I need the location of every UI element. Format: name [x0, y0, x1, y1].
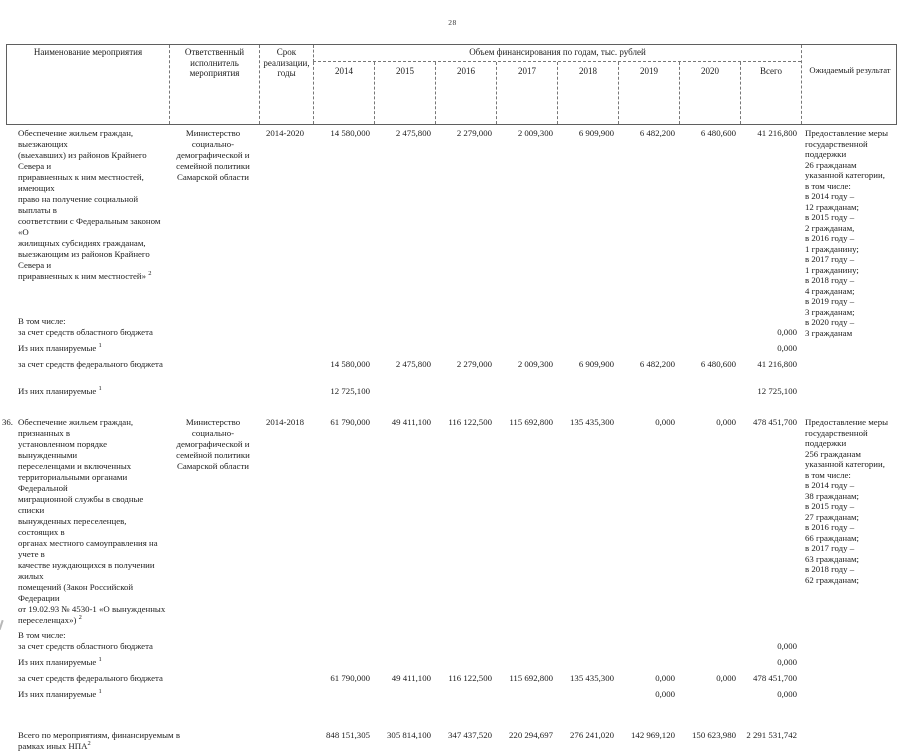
footnote-marker: 2 [87, 740, 91, 748]
subrow-label-regional-budget: В том числе: за счет средств областного … [18, 316, 153, 337]
subrow-value-2016: 2 279,000 [456, 359, 492, 369]
subrow-value-total: 0,000 [777, 343, 797, 353]
total-value-2015: 305 814,100 [387, 730, 431, 740]
value-2017: 2 009,300 [517, 128, 553, 138]
header-year-2018: 2018 [557, 62, 618, 124]
header-col-financing: Объем финансирования по годам, тыс. рубл… [313, 45, 801, 62]
value-total: 41 216,800 [757, 128, 797, 138]
subrow-value-2014: 61 790,000 [330, 673, 370, 683]
period: 2014-2018 [265, 417, 305, 427]
subrow-value-total: 0,000 [777, 689, 797, 699]
subrow-value-2019: 6 482,200 [639, 359, 675, 369]
total-value-2017: 220 294,697 [509, 730, 553, 740]
row-number: 36. [2, 417, 13, 427]
header-col-executor: Ответственный исполнитель мероприятия [169, 45, 259, 124]
footnote-marker: 1 [98, 385, 102, 393]
expected-result: Предоставление меры государственной подд… [805, 128, 889, 338]
total-value-2016: 347 437,520 [448, 730, 492, 740]
subrow-value-2017: 115 692,800 [509, 673, 553, 683]
expected-result: Предоставление меры государственной подд… [805, 417, 889, 585]
total-value-2014: 848 151,305 [326, 730, 370, 740]
header-col-period: Срок реализации, годы [259, 45, 313, 124]
header-year-2017: 2017 [496, 62, 557, 124]
subrow-value-2020: 6 480,600 [700, 359, 736, 369]
subrow-value-2017: 2 009,300 [517, 359, 553, 369]
value-2019: 6 482,200 [639, 128, 675, 138]
value-2016: 2 279,000 [456, 128, 492, 138]
total-value-2020: 150 623,980 [692, 730, 736, 740]
period: 2014-2020 [265, 128, 305, 138]
subrow-label-federal-budget: за счет средств федерального бюджета [18, 673, 163, 683]
subrow-value-total: 41 216,800 [757, 359, 797, 369]
value-2018: 135 435,300 [570, 417, 614, 427]
page-number: 28 [448, 18, 457, 27]
total-value-total: 2 291 531,742 [746, 730, 797, 740]
measure-row-36: 36. Обеспечение жильем граждан, признанн… [2, 417, 897, 700]
value-2014: 14 580,000 [330, 128, 370, 138]
value-2020: 6 480,600 [700, 128, 736, 138]
footnote-marker: 2 [148, 270, 152, 278]
subrow-value-total: 478 451,700 [753, 673, 797, 683]
subrow-label-planned: Из них планируемые 1 [18, 688, 102, 699]
header-col-name: Наименование мероприятия [33, 47, 143, 57]
subrow-label-planned: Из них планируемые 1 [18, 342, 102, 353]
subrow-value-total: 0,000 [777, 327, 797, 337]
subrow-value-2015: 2 475,800 [395, 359, 431, 369]
header-year-2014: 2014 [313, 62, 374, 124]
subrow-value-2019: 0,000 [655, 673, 675, 683]
subrow-label-planned: Из них планируемые 1 [18, 385, 102, 396]
subrow-label-regional-budget: В том числе: за счет средств областного … [18, 630, 153, 651]
value-2018: 6 909,900 [578, 128, 614, 138]
subrow-value-total: 12 725,100 [757, 386, 797, 396]
value-2016: 116 122,500 [448, 417, 492, 427]
header-year-2015: 2015 [374, 62, 435, 124]
subrow-value-2020: 0,000 [716, 673, 736, 683]
value-2015: 49 411,100 [391, 417, 431, 427]
header-year-2016: 2016 [435, 62, 496, 124]
table-header: Наименование мероприятия Ответственный и… [6, 44, 897, 125]
value-2015: 2 475,800 [395, 128, 431, 138]
header-col-total: Всего [740, 62, 801, 124]
total-value-2019: 142 969,120 [631, 730, 675, 740]
subrow-label-federal-budget: за счет средств федерального бюджета [18, 359, 163, 369]
footnote-marker: 1 [98, 656, 102, 664]
subrow-value-2014: 12 725,100 [330, 386, 370, 396]
header-year-2019: 2019 [618, 62, 679, 124]
subrow-value-2014: 14 580,000 [330, 359, 370, 369]
subrow-value-2018: 135 435,300 [570, 673, 614, 683]
value-2017: 115 692,800 [509, 417, 553, 427]
executor: Министерство социально- демографической … [176, 128, 250, 182]
header-col-result: Ожидаемый результат [801, 45, 898, 124]
document-page: 28 Наименование мероприятия Ответственны… [0, 18, 897, 751]
subrow-value-2019: 0,000 [655, 689, 675, 699]
grand-total-label: Всего по мероприятиям, финансируемым в р… [18, 730, 180, 751]
executor: Министерство социально- демографической … [176, 417, 250, 471]
measure-name: 36. Обеспечение жильем граждан, признанн… [2, 417, 166, 625]
financing-table: Наименование мероприятия Ответственный и… [2, 44, 897, 752]
subrow-value-2015: 49 411,100 [391, 673, 431, 683]
total-value-2018: 276 241,020 [570, 730, 614, 740]
measure-name: 35. Обеспечение жильем граждан, выезжающ… [18, 128, 161, 281]
grand-total-row: Всего по мероприятиям, финансируемым в р… [6, 730, 897, 752]
value-total: 478 451,700 [753, 417, 797, 427]
value-2014: 61 790,000 [330, 417, 370, 427]
subrow-value-total: 0,000 [777, 641, 797, 651]
footnote-marker: 1 [98, 688, 102, 696]
header-year-2020: 2020 [679, 62, 740, 124]
footnote-marker: 2 [78, 614, 82, 622]
value-2020: 0,000 [716, 417, 736, 427]
subrow-value-2018: 6 909,900 [578, 359, 614, 369]
subrow-label-planned: Из них планируемые 1 [18, 656, 102, 667]
subrow-value-2016: 116 122,500 [448, 673, 492, 683]
value-2019: 0,000 [655, 417, 675, 427]
measure-row-35: 35. Обеспечение жильем граждан, выезжающ… [6, 128, 897, 397]
subrow-value-total: 0,000 [777, 657, 797, 667]
footnote-marker: 1 [98, 342, 102, 350]
